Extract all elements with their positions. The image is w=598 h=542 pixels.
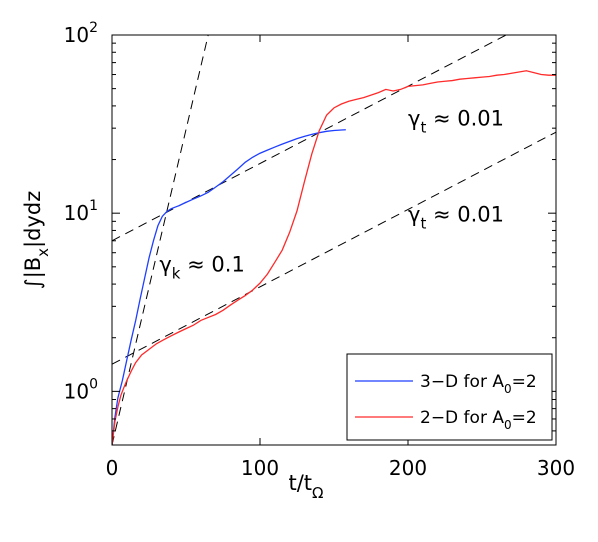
y-tick-label: 101 [64, 198, 98, 225]
annotation-gamma-2: γt ≈ 0.01 [408, 202, 504, 232]
legend-entry-2d: 2−D for A0=2 [355, 408, 537, 432]
annotations: γt ≈ 0.01 γt ≈ 0.01 γk ≈ 0.1 [159, 107, 504, 283]
y-tick-label: 102 [64, 20, 98, 47]
x-tick-label: 200 [389, 456, 427, 480]
legend-label-2d: 2−D for A0=2 [420, 408, 537, 432]
annotation-gamma-1: γt ≈ 0.01 [408, 107, 504, 137]
plot-frame [111, 34, 557, 446]
legend-label-3d: 3−D for A0=2 [420, 372, 537, 396]
series-line-3d [112, 129, 346, 445]
legend: 3−D for A0=2 2−D for A0=2 [346, 353, 553, 441]
x-tick-label: 0 [106, 456, 119, 480]
series-lines [112, 70, 556, 445]
x-tick-label: 100 [241, 456, 279, 480]
axis-ticks: 0 100 200 300 100 101 102 [64, 20, 575, 480]
y-tick-label: 100 [64, 376, 98, 403]
y-axis-label: ∫|Bx|dydz [21, 191, 52, 290]
fit-line-1 [112, 35, 209, 445]
annotation-gamma-3: γk ≈ 0.1 [159, 253, 244, 283]
x-axis-label: t/tΩ [288, 471, 323, 502]
legend-box [346, 353, 553, 441]
fit-line-3 [112, 131, 556, 365]
x-tick-label: 300 [537, 456, 575, 480]
legend-entry-3d: 3−D for A0=2 [355, 372, 537, 396]
series-line-2d [112, 70, 556, 445]
